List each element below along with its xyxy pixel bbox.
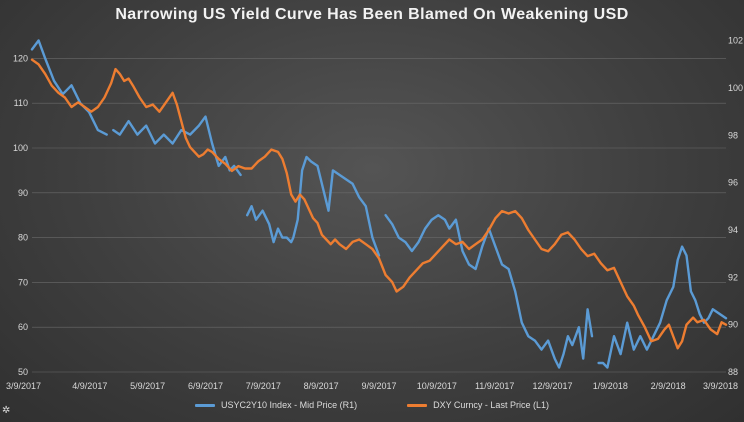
left-tick-label: 50 xyxy=(18,367,28,377)
legend-item-dxy: DXY Curncy - Last Price (L1) xyxy=(407,400,549,410)
x-tick-label: 10/9/2017 xyxy=(417,381,457,391)
right-tick-label: 90 xyxy=(728,320,738,330)
left-tick-label: 80 xyxy=(18,233,28,243)
x-tick-label: 8/9/2017 xyxy=(304,381,339,391)
right-tick-label: 88 xyxy=(728,367,738,377)
left-tick-label: 120 xyxy=(13,53,28,63)
cursor-icon: ✲ xyxy=(2,405,11,416)
right-tick-label: 102 xyxy=(728,36,743,46)
legend-swatch-orange xyxy=(407,403,428,407)
x-tick-label: 3/9/2018 xyxy=(703,381,738,391)
legend: USYC2Y10 Index - Mid Price (R1) DXY Curn… xyxy=(0,400,744,410)
usyc2y10-series-line-seg-1 xyxy=(112,115,242,177)
usyc2y10-series-line-seg-3 xyxy=(384,213,594,369)
left-tick-label: 90 xyxy=(18,188,28,198)
left-tick-label: 60 xyxy=(18,322,28,332)
right-tick-label: 98 xyxy=(728,130,738,140)
left-axis-ticks: 50 60 70 80 90 100 110 120 xyxy=(13,53,28,377)
legend-swatch-blue xyxy=(195,403,216,407)
x-tick-label: 11/9/2017 xyxy=(475,381,514,391)
right-tick-label: 94 xyxy=(728,225,738,235)
legend-label-dxy: DXY Curncy - Last Price (L1) xyxy=(433,400,549,410)
x-tick-label: 5/9/2017 xyxy=(130,381,165,391)
x-tick-label: 4/9/2017 xyxy=(72,381,107,391)
dxy-series-line-seg-0 xyxy=(30,58,728,350)
right-tick-label: 100 xyxy=(728,83,743,93)
series-layer xyxy=(30,39,728,369)
gridlines xyxy=(32,58,726,373)
legend-label-usyc2y10: USYC2Y10 Index - Mid Price (R1) xyxy=(221,400,358,410)
x-tick-label: 9/9/2017 xyxy=(361,381,396,391)
x-axis-ticks: 3/9/2017 4/9/2017 5/9/2017 6/9/2017 7/9/2017… xyxy=(6,381,738,391)
x-tick-label: 2/9/2018 xyxy=(651,381,686,391)
right-axis-ticks: 88 90 92 94 96 98 100 102 xyxy=(728,36,743,377)
left-tick-label: 110 xyxy=(14,98,28,108)
right-tick-label: 92 xyxy=(728,272,738,282)
left-tick-label: 100 xyxy=(13,143,28,153)
usyc2y10-series-line-seg-2 xyxy=(245,155,381,257)
legend-item-usyc2y10: USYC2Y10 Index - Mid Price (R1) xyxy=(195,400,357,410)
left-tick-label: 70 xyxy=(18,277,28,287)
x-tick-label: 6/9/2017 xyxy=(188,381,223,391)
usyc2y10-series-line-seg-4 xyxy=(597,245,728,369)
x-tick-label: 7/9/2017 xyxy=(246,381,281,391)
chart-title: Narrowing US Yield Curve Has Been Blamed… xyxy=(115,6,629,23)
right-tick-label: 96 xyxy=(728,178,738,188)
x-tick-label: 3/9/2017 xyxy=(6,381,41,391)
x-tick-label: 1/9/2018 xyxy=(593,381,628,391)
usyc2y10-series-line-seg-0 xyxy=(30,39,108,136)
x-tick-label: 12/9/2017 xyxy=(532,381,572,391)
